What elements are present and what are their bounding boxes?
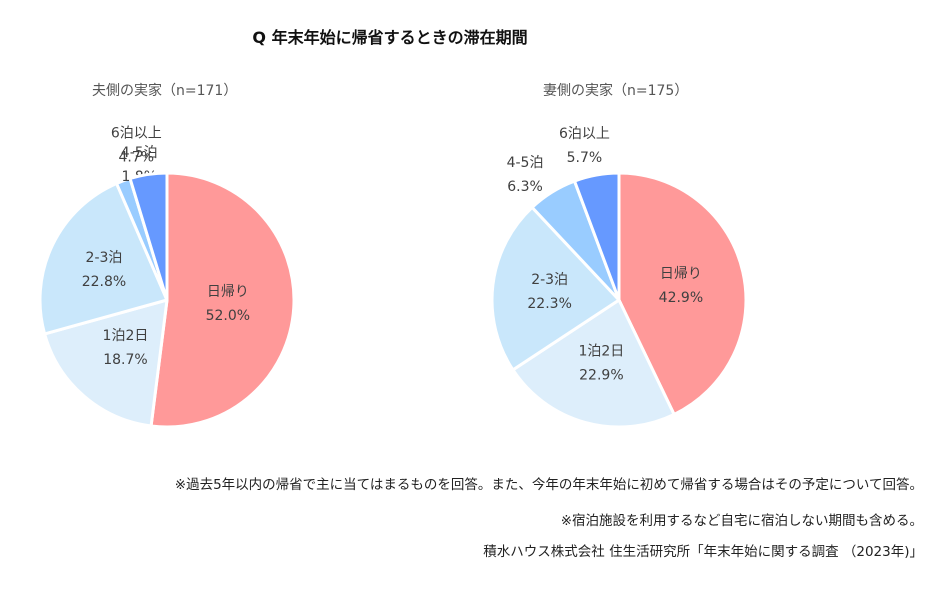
source-credit: 積水ハウス株式会社 住生活研究所「年末年始に関する調査 （2023年)」	[483, 544, 923, 560]
slice-value-label: 22.9%	[579, 368, 623, 384]
slice-label: 1泊2日	[103, 328, 149, 344]
chart-title: Q 年末年始に帰省するときの滞在期間	[252, 28, 528, 47]
pie-slice-day-trip	[149, 171, 296, 429]
slice-value-label: 22.8%	[82, 274, 126, 290]
pie-slice-2-3-nights	[490, 205, 621, 372]
footnote-2: ※宿泊施設を利用するなど自宅に宿泊しない期間も含める。	[560, 513, 923, 529]
pie-slice-day-trip	[617, 171, 748, 416]
slice-label: 日帰り	[660, 265, 702, 282]
pie-chart-husband: 日帰り52.0%1泊2日18.7%2-3泊22.8%4-5泊1.8%6泊以上4.…	[38, 125, 296, 429]
pie-title-husband: 夫側の実家（n=171）	[92, 83, 238, 99]
slice-label: 4-5泊	[507, 155, 544, 171]
slice-value-label: 4.7%	[119, 149, 155, 165]
slice-value-label: 22.3%	[527, 296, 571, 312]
footnote-1: ※過去5年以内の帰省で主に当てはまるものを回答。また、今年の年末年始に初めて帰省…	[174, 477, 923, 493]
slice-label: 6泊以上	[559, 126, 610, 142]
slice-label: 4-5泊	[121, 145, 158, 161]
pie-slice-1-night	[511, 298, 676, 429]
pie-slice-6-plus-nights	[128, 171, 169, 302]
slice-value-label: 18.7%	[103, 352, 147, 368]
slice-value-label: 6.3%	[507, 179, 543, 195]
pie-slice-6-plus-nights	[573, 171, 621, 302]
slice-label: 2-3泊	[86, 250, 123, 266]
slice-label: 日帰り	[207, 283, 249, 300]
pie-chart-wife: 日帰り 42.9% 1泊2日 22.9% 2-3泊 22.3% 4-5泊 6.3% 6泊以上 5.…	[490, 126, 748, 429]
slice-value-label: 5.7%	[567, 150, 603, 166]
slice-label: 2-3泊	[531, 272, 568, 288]
pie-slice-1-night	[43, 298, 169, 428]
pie-slice-2-3-nights	[38, 181, 169, 336]
slice-label: 6泊以上	[111, 125, 162, 141]
slice-value-label: 52.0%	[206, 308, 250, 324]
slice-label: 1泊2日	[578, 344, 624, 360]
slice-value-label: 42.9%	[659, 290, 703, 306]
pie-title-wife: 妻側の実家（n=175）	[543, 83, 689, 99]
